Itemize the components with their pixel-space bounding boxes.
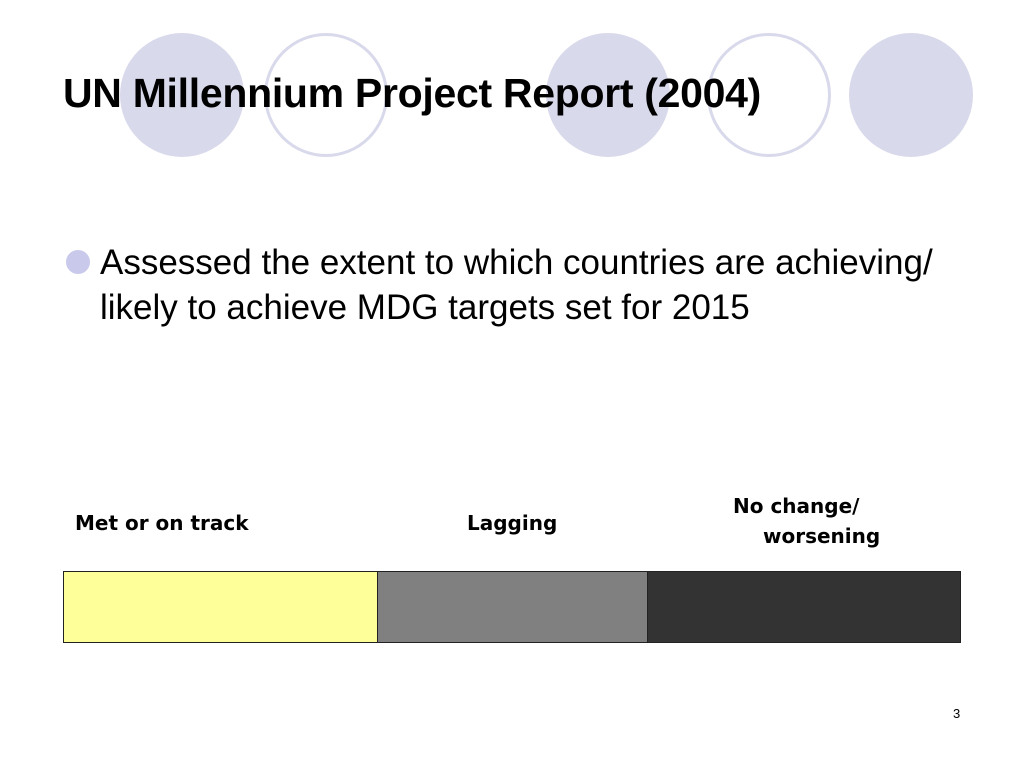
decor-circle-filled-2	[546, 33, 670, 157]
legend-label-met: Met or on track	[75, 511, 249, 535]
segment-met	[64, 572, 377, 642]
segment-lagging	[377, 572, 647, 642]
decor-circle-filled-1	[120, 33, 244, 157]
status-color-bar	[63, 571, 961, 643]
decor-circle-filled-3	[849, 33, 973, 157]
page-number: 3	[953, 706, 961, 721]
bullet-dot-icon	[66, 250, 90, 274]
legend-label-lagging: Lagging	[467, 511, 558, 535]
legend-label-no-change-line2: worsening	[763, 524, 881, 548]
bullet-text: Assessed the extent to which countries a…	[100, 243, 933, 327]
legend-label-no-change: No change/ worsening	[733, 491, 880, 551]
legend-label-no-change-line1: No change/	[733, 494, 860, 518]
slide-title: UN Millennium Project Report (2004)	[63, 70, 762, 116]
segment-no-change	[647, 572, 960, 642]
decor-circle-outline-2	[707, 33, 831, 157]
decor-circle-outline-1	[264, 33, 388, 157]
